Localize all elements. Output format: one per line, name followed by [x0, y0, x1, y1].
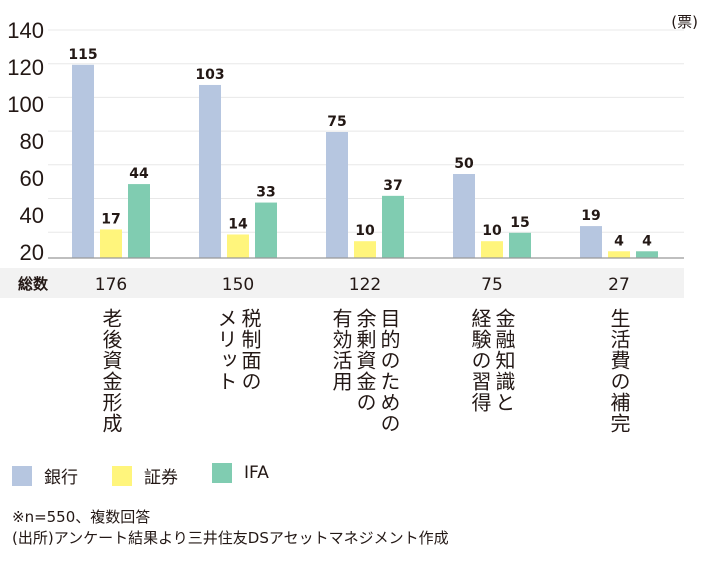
total-value: 75 [481, 275, 503, 295]
bar-銀行 [326, 132, 348, 258]
bar-IFA [128, 184, 150, 258]
data-label: 10 [482, 223, 502, 239]
note-sample: ※n=550、複数回答 [12, 508, 151, 526]
bar-証券 [227, 234, 249, 258]
data-label: 37 [383, 178, 402, 194]
total-value: 176 [95, 275, 127, 295]
bar-証券 [481, 241, 503, 258]
category-label: 生活費の補完 [607, 308, 631, 434]
data-label: 14 [228, 216, 248, 232]
data-label: 44 [129, 166, 149, 182]
data-label: 75 [327, 114, 346, 130]
total-value: 150 [222, 275, 254, 295]
y-tick-label: 120 [7, 55, 44, 80]
total-value: 122 [349, 275, 381, 295]
bar-銀行 [72, 64, 94, 258]
total-value: 27 [608, 275, 630, 295]
data-label: 4 [614, 233, 624, 249]
legend-label: IFA [244, 463, 269, 483]
legend-swatch [12, 465, 32, 486]
category-label: 金融知識と 経験の習得 [468, 308, 516, 413]
data-label: 19 [581, 208, 600, 224]
y-tick-label: 20 [20, 240, 44, 265]
bar-証券 [354, 241, 376, 258]
category-label: 目的のための 余剰資金の 有効活用 [329, 308, 401, 434]
legend-item: 銀行 [12, 463, 78, 488]
legend-label: 銀行 [44, 468, 78, 488]
bar-IFA [255, 202, 277, 258]
data-label: 10 [355, 223, 375, 239]
bar-IFA [382, 195, 404, 258]
legend-label: 証券 [144, 468, 178, 488]
data-label: 33 [256, 185, 275, 201]
y-tick-label: 40 [20, 203, 44, 228]
note-source: (出所)アンケート結果より三井住友DSアセットマネジメント作成 [12, 529, 449, 547]
totals-band [0, 268, 684, 298]
data-label: 15 [510, 215, 529, 231]
y-tick-label: 60 [20, 166, 44, 191]
y-tick-label: 80 [20, 129, 44, 154]
category-label: 税制面の メリット [214, 308, 262, 392]
y-tick-label: 140 [7, 18, 44, 43]
totals-label: 総数 [18, 275, 49, 293]
data-label: 17 [101, 211, 120, 227]
data-label: 4 [642, 233, 652, 249]
legend-swatch [212, 463, 232, 483]
bar-証券 [100, 229, 122, 258]
bar-IFA [509, 232, 531, 258]
legend-item: IFA [212, 463, 269, 483]
legend-item: 証券 [112, 463, 178, 488]
bar-銀行 [580, 226, 602, 258]
bar-銀行 [453, 174, 475, 258]
data-label: 50 [454, 156, 474, 172]
unit-label: (票) [671, 13, 698, 31]
data-label: 103 [195, 67, 224, 83]
bar-証券 [608, 251, 630, 258]
bar-IFA [636, 251, 658, 258]
legend-swatch [112, 465, 132, 486]
data-label: 115 [68, 47, 97, 63]
y-tick-label: 100 [7, 92, 44, 117]
bar-銀行 [199, 84, 221, 259]
category-label: 老後資金形成 [99, 308, 123, 434]
